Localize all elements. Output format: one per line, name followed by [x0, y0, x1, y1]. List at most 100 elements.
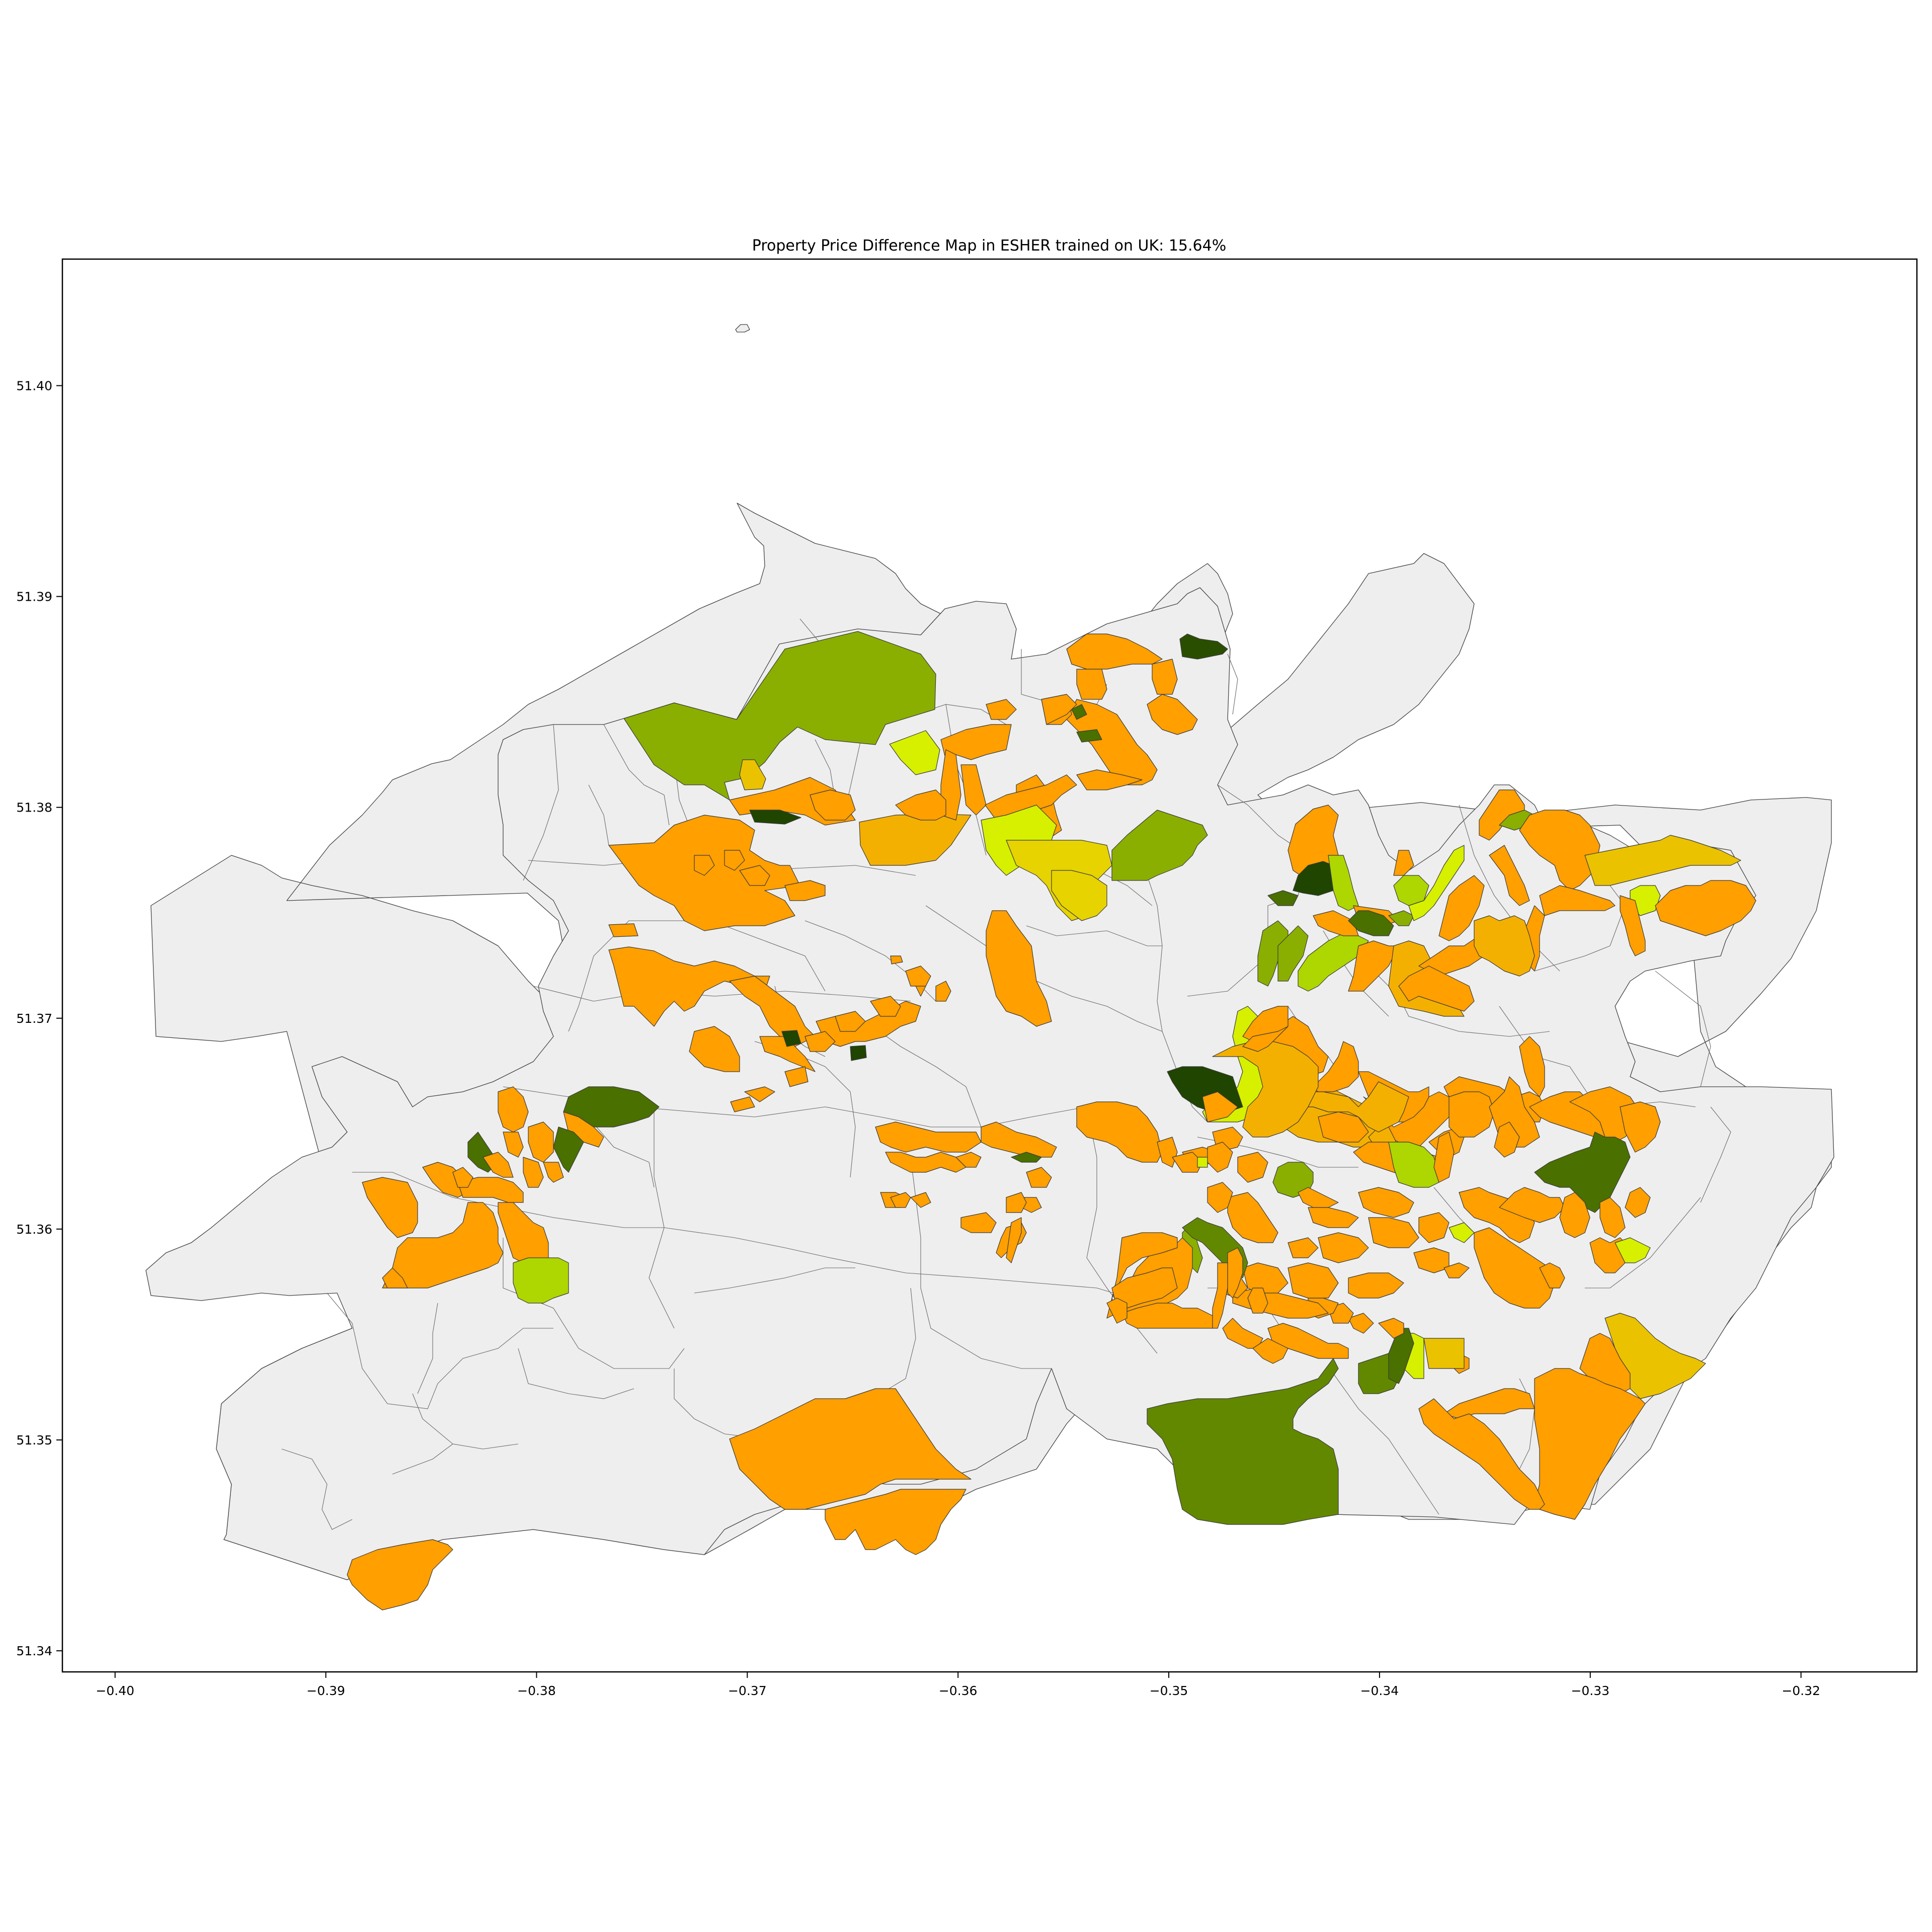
region-yellow-green	[513, 1257, 569, 1304]
region-orange	[1378, 1318, 1404, 1339]
region-mid-green	[1267, 890, 1299, 906]
region-orange	[1298, 1187, 1339, 1208]
region-orange	[689, 1026, 740, 1072]
region-yellow-green	[1328, 855, 1359, 911]
region-olive-green	[1257, 920, 1289, 987]
boundary-line	[910, 1157, 1052, 1369]
boundary-line	[1700, 1106, 1731, 1203]
region-orange	[1318, 1111, 1369, 1143]
y-tick-label: 51.37	[16, 1011, 52, 1026]
region-lime-north	[889, 730, 940, 775]
axes-frame	[61, 258, 1918, 1673]
region-orange	[608, 946, 770, 1027]
region-orange	[608, 923, 638, 937]
region-orange	[1237, 1152, 1268, 1183]
region-orange	[1247, 1287, 1268, 1314]
boundary-line	[588, 784, 609, 846]
y-tick-label: 51.34	[16, 1644, 52, 1658]
region-lime	[1448, 1222, 1475, 1243]
region-orange	[1519, 1036, 1545, 1097]
region-orange	[347, 1539, 453, 1611]
region-orange	[981, 1121, 1057, 1158]
region-orange	[1041, 694, 1077, 725]
region-olive-green	[1111, 810, 1208, 881]
region-orange	[1207, 1182, 1233, 1213]
x-tick-label: −0.33	[1571, 1683, 1609, 1698]
boundary-line	[603, 724, 670, 826]
region-orange	[1006, 1192, 1027, 1213]
region-orange	[895, 789, 946, 821]
region-orange	[503, 1132, 524, 1158]
region-orange	[1438, 875, 1485, 941]
region-orange	[1433, 1132, 1455, 1183]
region-mid-green	[1147, 1358, 1339, 1525]
region-amber	[1287, 1081, 1409, 1133]
region-orange	[1212, 1262, 1228, 1329]
region-orange	[1152, 659, 1178, 695]
region-orange	[1287, 1237, 1319, 1258]
region-orange	[1106, 1232, 1178, 1319]
region-orange	[1358, 1187, 1414, 1218]
region-orange	[543, 1162, 564, 1183]
x-tick-label: −0.40	[96, 1683, 134, 1698]
region-orange	[694, 855, 715, 876]
region-orange	[1443, 1388, 1535, 1419]
boundary-line	[865, 1021, 982, 1128]
region-orange	[1348, 1272, 1404, 1299]
region-orange	[955, 1152, 982, 1168]
region-orange	[804, 1031, 836, 1052]
region-dark-green	[1011, 1152, 1042, 1163]
boundary-line	[1655, 971, 1711, 1087]
region-amber	[1212, 1041, 1319, 1138]
region-orange	[890, 1192, 911, 1208]
region-orange	[1539, 885, 1616, 916]
boundary-line	[1333, 1373, 1439, 1515]
x-tick-label: −0.32	[1782, 1683, 1820, 1698]
region-orange	[986, 699, 1017, 720]
region-orange	[1655, 880, 1756, 936]
region-orange	[523, 1157, 544, 1188]
region-orange	[457, 1177, 524, 1203]
region-orange	[1368, 1217, 1419, 1248]
y-tick-label: 51.36	[16, 1222, 52, 1237]
boundary-line	[1026, 925, 1162, 946]
region-orange	[1443, 1262, 1470, 1278]
boundary-line	[523, 724, 559, 881]
region-mid-green	[1348, 910, 1394, 936]
region-orange	[1599, 1197, 1626, 1238]
region-darkest-green	[1179, 633, 1228, 660]
region-orange	[810, 789, 856, 821]
region-orange	[825, 1489, 967, 1555]
region-amber	[1474, 915, 1535, 977]
boundary-line	[412, 1393, 453, 1444]
y-tick-label: 51.40	[16, 378, 52, 393]
x-tick-label: −0.38	[517, 1683, 556, 1698]
boundary-line	[503, 1238, 685, 1369]
region-orange	[452, 1167, 473, 1188]
region-orange	[1539, 1262, 1565, 1289]
region-orange	[498, 1086, 529, 1133]
boundary-line	[281, 1448, 353, 1530]
region-orange	[1569, 1086, 1641, 1143]
region-orange	[835, 1011, 866, 1032]
region-orange	[875, 1121, 982, 1153]
region-orange	[1242, 1262, 1289, 1294]
region-olive-green	[1272, 1162, 1314, 1198]
region-orange	[1559, 1192, 1590, 1238]
region-orange	[905, 965, 931, 987]
region-orange	[1494, 1121, 1520, 1158]
region-orange	[1287, 1262, 1339, 1299]
region-orange	[1489, 845, 1530, 906]
region-mid-green	[1071, 704, 1087, 720]
region-orange	[382, 1267, 408, 1289]
region-orange	[1418, 1398, 1545, 1510]
region-orange	[1066, 633, 1163, 670]
region-orange	[1207, 1142, 1233, 1173]
region-orange	[528, 1121, 554, 1163]
x-axis: −0.40 −0.39 −0.38 −0.37 −0.36 −0.35 −0.34 −0.33…	[96, 1672, 1820, 1698]
y-tick-label: 51.39	[16, 590, 52, 604]
region-darkest-green	[781, 1030, 801, 1047]
region-orange	[729, 976, 816, 1047]
boundary-line	[1227, 654, 1238, 715]
